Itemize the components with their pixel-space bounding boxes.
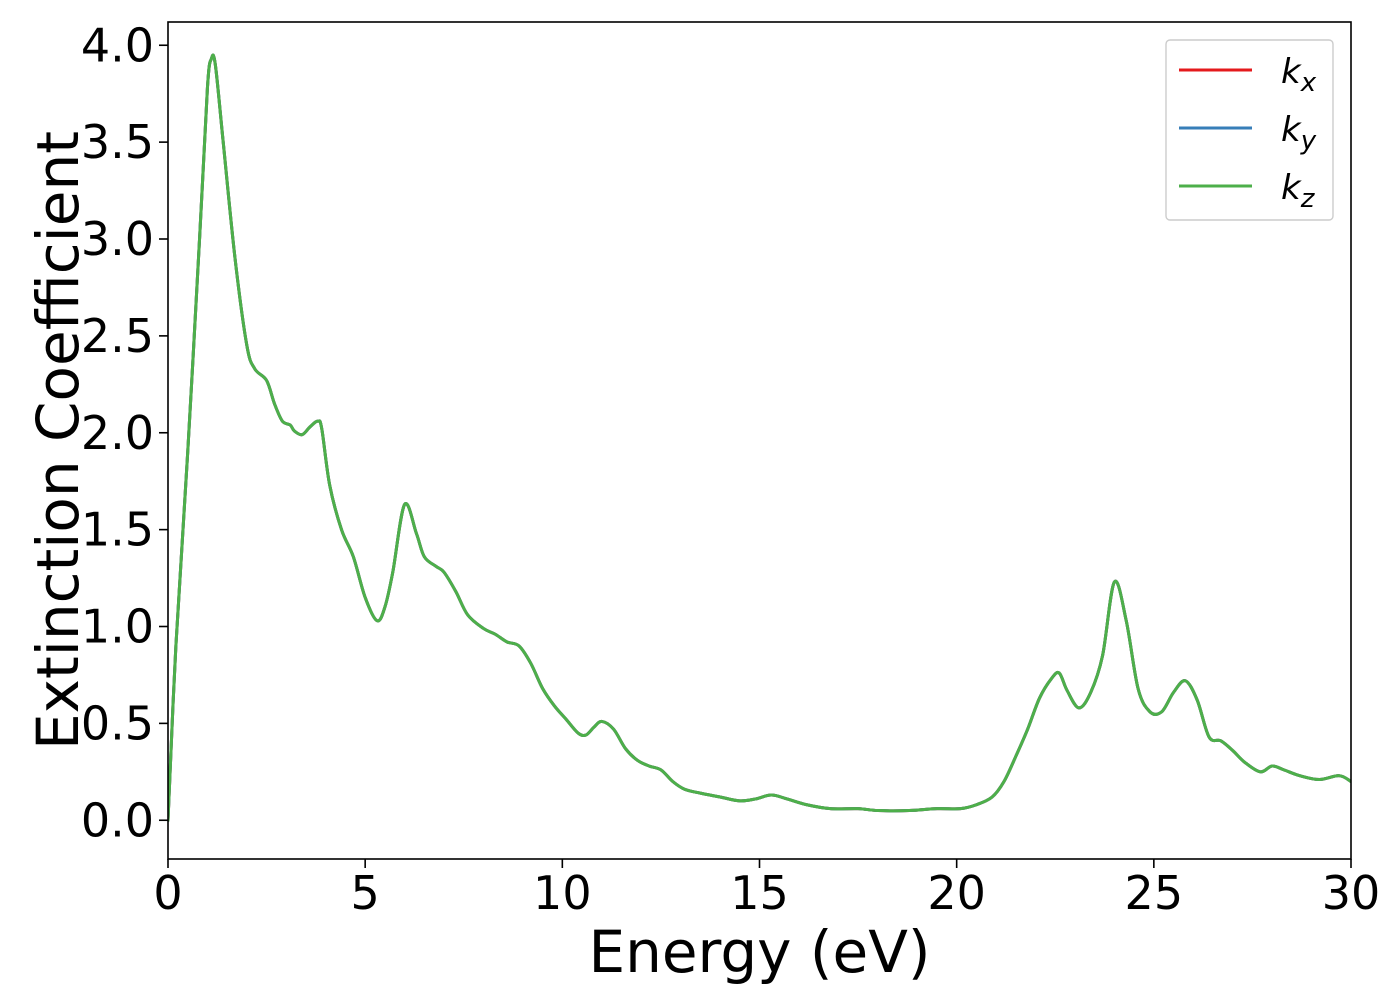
legend-label-ky: ky [1281, 110, 1317, 156]
x-tick-label: 0 [153, 866, 182, 920]
x-tick-label: 10 [533, 866, 592, 920]
legend-label-kz: kz [1281, 168, 1316, 214]
y-tick-label: 1.5 [81, 503, 154, 557]
x-tick-label: 25 [1125, 866, 1184, 920]
series-layer [168, 53, 1351, 822]
y-tick-label: 0.0 [81, 793, 154, 847]
y-tick-label: 2.5 [81, 309, 154, 363]
ticks-layer: 0 5 10 15 20 25 30 0.0 0.5 1.0 1.5 2.0 2.5 3.0 3.5 4.0 [81, 18, 1380, 920]
y-tick-label: 0.5 [81, 696, 154, 750]
y-axis-title: Extinction Coefficient [24, 131, 92, 750]
legend-box [1165, 39, 1334, 221]
y-tick-label: 1.0 [81, 600, 154, 654]
x-axis-title: Energy (eV) [588, 918, 930, 986]
series-line-kz [168, 53, 1351, 822]
x-tick-label: 15 [730, 866, 789, 920]
legend: kx ky kz [1165, 39, 1334, 221]
x-tick-label: 30 [1322, 866, 1381, 920]
y-tick-label: 2.0 [81, 406, 154, 460]
y-tick-label: 3.5 [81, 115, 154, 169]
x-tick-label: 20 [927, 866, 986, 920]
y-tick-label: 4.0 [81, 18, 154, 72]
y-tick-label: 3.0 [81, 212, 154, 266]
legend-label-kx: kx [1281, 52, 1317, 98]
x-tick-label: 5 [351, 866, 380, 920]
